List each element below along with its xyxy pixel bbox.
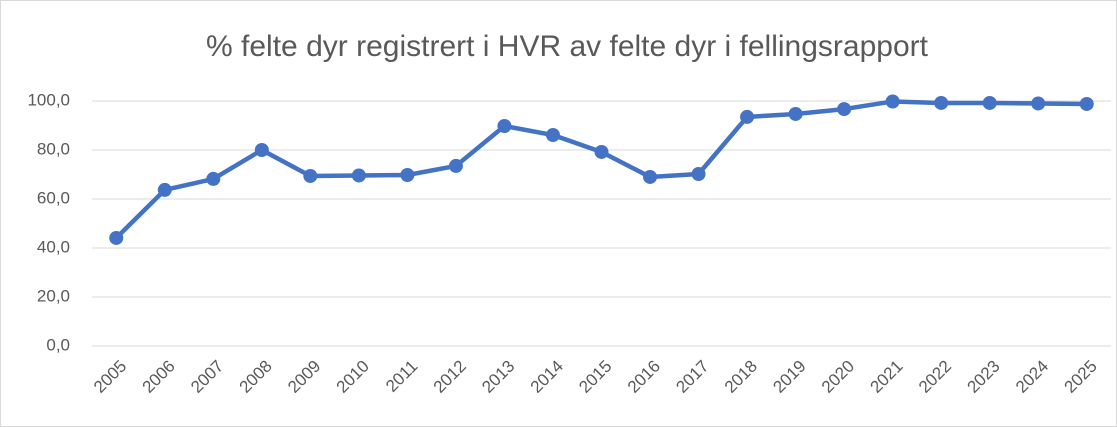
marker (109, 230, 124, 245)
y-tick-label: 60,0 (37, 188, 70, 207)
marker (594, 144, 609, 159)
marker (157, 182, 172, 197)
marker (206, 171, 221, 186)
marker (303, 168, 318, 183)
marker (400, 167, 415, 182)
marker (885, 94, 900, 109)
marker (497, 118, 512, 133)
y-tick-label: 100,0 (27, 90, 70, 109)
marker (740, 109, 755, 124)
marker (837, 102, 852, 117)
marker (788, 106, 803, 121)
chart-title: % felte dyr registrert i HVR av felte dy… (206, 30, 929, 63)
marker (545, 128, 560, 143)
marker (691, 167, 706, 182)
marker (448, 158, 463, 173)
marker (1079, 96, 1094, 111)
marker (934, 95, 949, 110)
y-tick-label: 40,0 (37, 237, 70, 256)
marker (982, 95, 997, 110)
marker (1031, 96, 1046, 111)
y-tick-label: 0,0 (46, 335, 70, 354)
marker (351, 168, 366, 183)
marker (643, 169, 658, 184)
y-tick-label: 20,0 (37, 286, 70, 305)
y-tick-label: 80,0 (37, 139, 70, 158)
marker (254, 143, 269, 157)
